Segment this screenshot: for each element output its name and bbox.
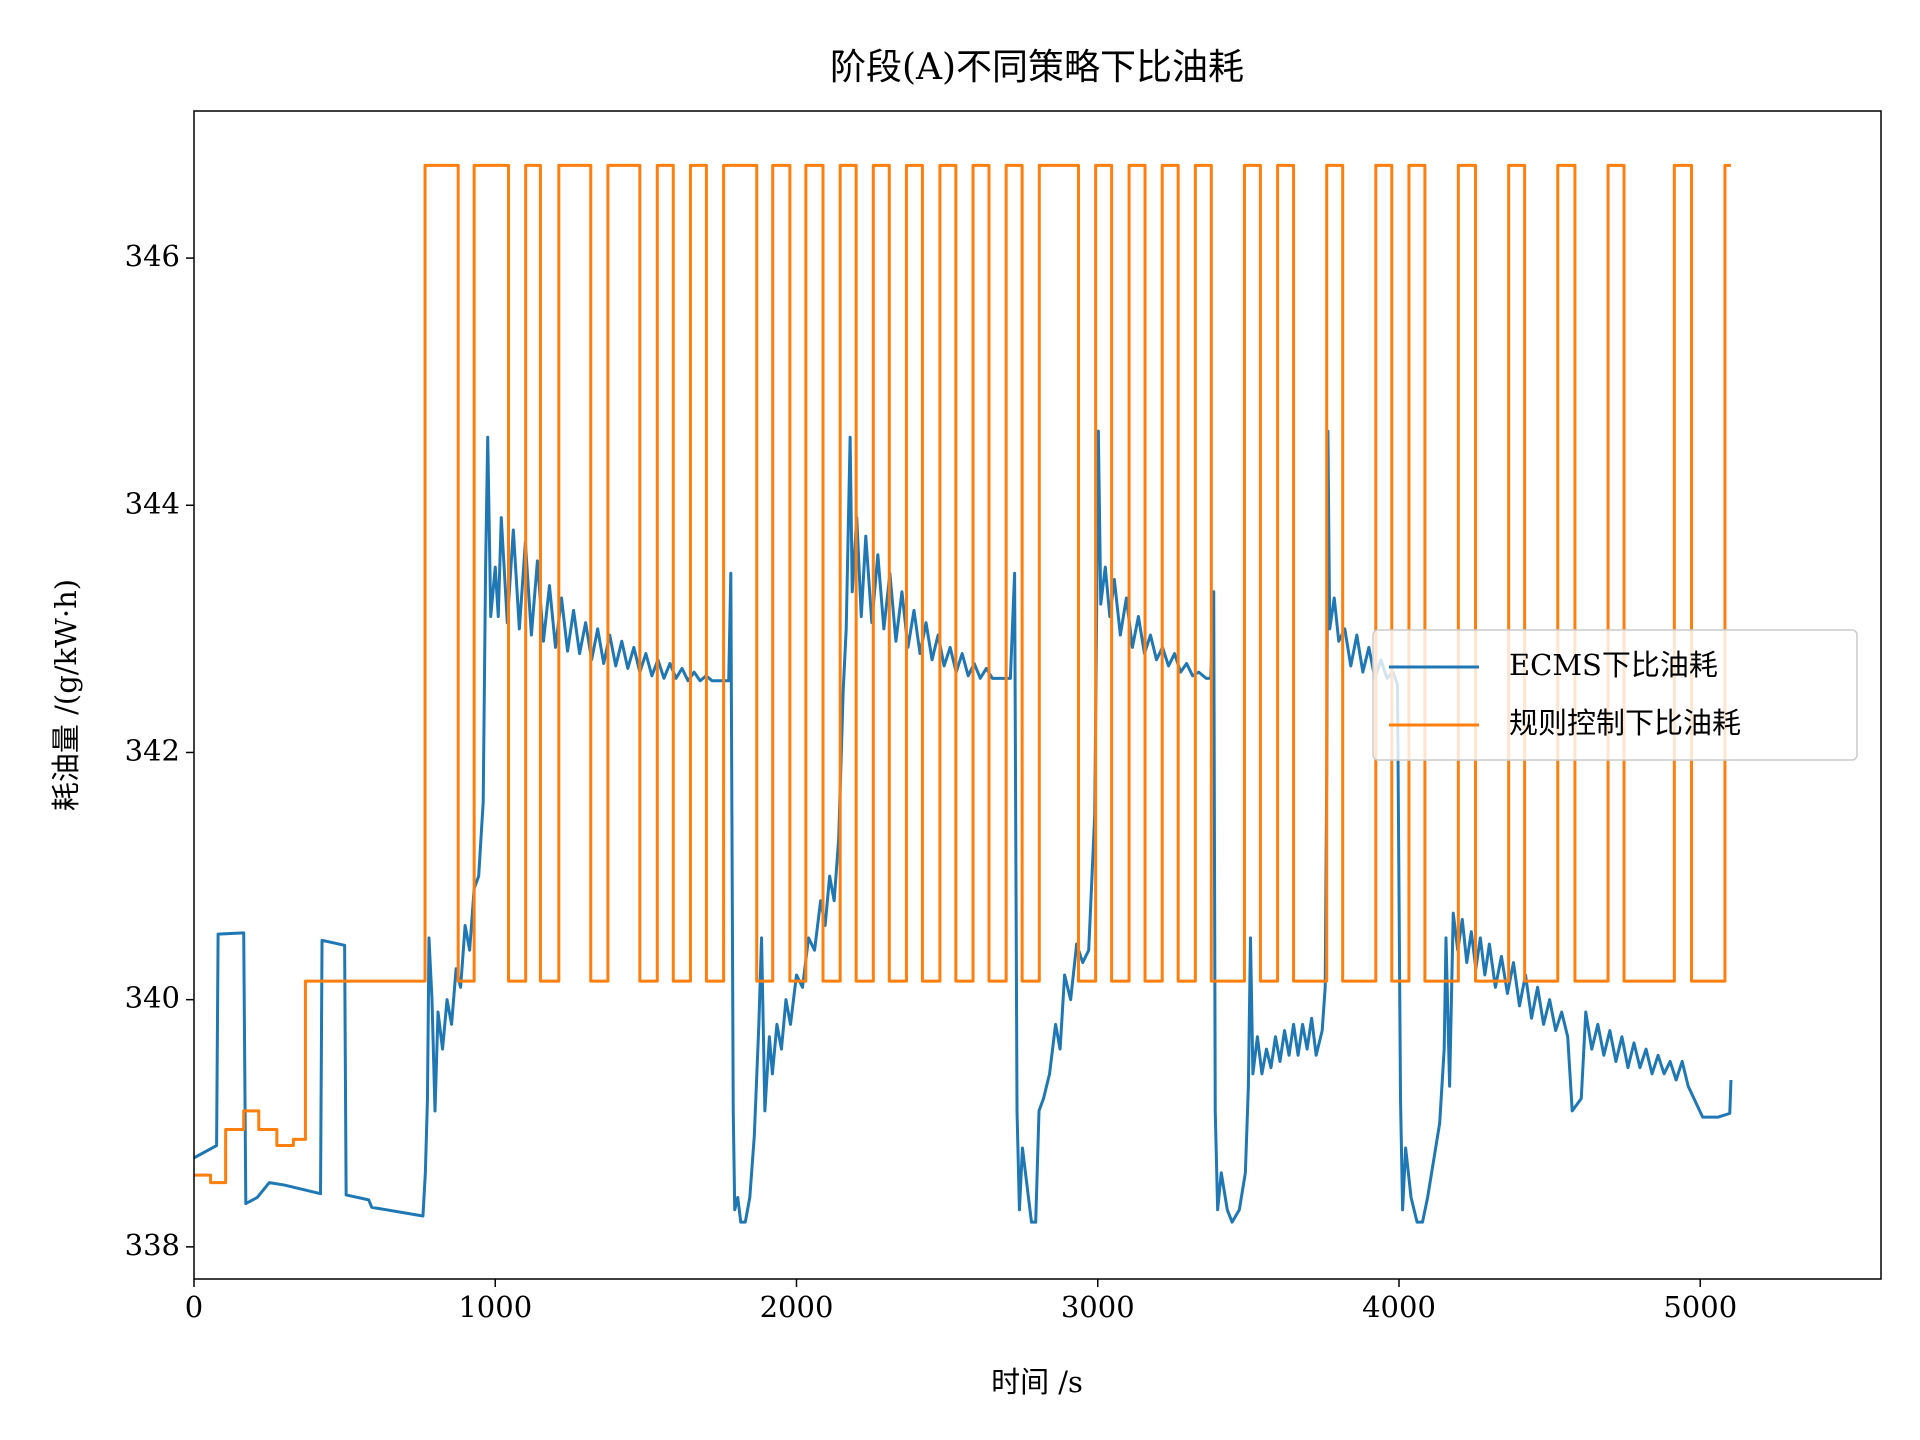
x-tick-label: 5000	[1663, 1290, 1737, 1324]
x-tick-label: 1000	[458, 1290, 532, 1324]
y-tick-label: 340	[125, 981, 180, 1015]
plot-frame	[193, 110, 1882, 1280]
chart-title: 阶段(A)不同策略下比油耗	[830, 47, 1244, 88]
series-line	[194, 163, 1731, 1185]
y-tick-label: 338	[125, 1228, 180, 1262]
legend-label: 规则控制下比油耗	[1509, 706, 1741, 740]
x-tick-label: 3000	[1061, 1290, 1135, 1324]
legend-box	[1372, 629, 1858, 761]
x-tick-label: 0	[185, 1290, 203, 1324]
y-tick-label: 346	[125, 239, 180, 273]
y-tick-label: 342	[125, 733, 180, 767]
x-axis-label: 时间 /s	[991, 1365, 1083, 1399]
y-tick-label: 344	[125, 486, 180, 520]
legend-label: ECMS下比油耗	[1509, 648, 1718, 682]
x-tick-label: 2000	[760, 1290, 834, 1324]
y-axis-label: 耗油量 /(g/kW·h)	[49, 579, 83, 811]
x-tick-label: 4000	[1362, 1290, 1436, 1324]
